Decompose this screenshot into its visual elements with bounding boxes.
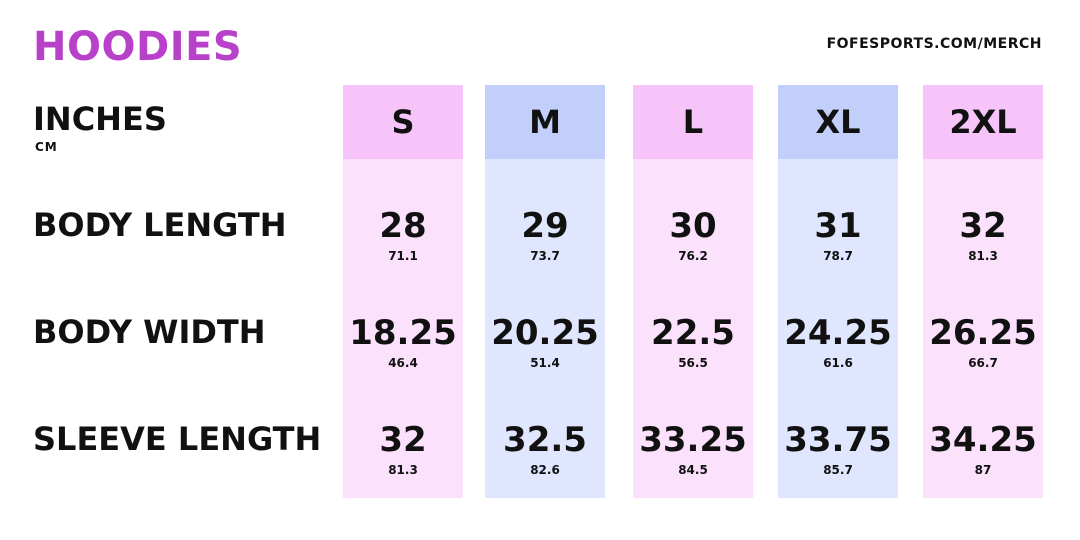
value-cm: 73.7 — [530, 249, 560, 263]
value-cm: 61.6 — [823, 356, 853, 370]
column-header: L — [633, 85, 753, 159]
value-inches: 32 — [379, 420, 427, 460]
value-inches: 31 — [814, 206, 862, 246]
value-cm: 84.5 — [678, 463, 708, 477]
column-header: S — [343, 85, 463, 159]
value-cm: 82.6 — [530, 463, 560, 477]
value-cm: 76.2 — [678, 249, 708, 263]
value-inches: 33.75 — [784, 420, 892, 460]
column-header: 2XL — [923, 85, 1043, 159]
column-body — [485, 159, 605, 498]
column-body — [923, 159, 1043, 498]
row-label: BODY LENGTH — [33, 206, 287, 244]
value-cm: 71.1 — [388, 249, 418, 263]
value-cm: 56.5 — [678, 356, 708, 370]
value-inches: 30 — [669, 206, 717, 246]
row-label: BODY WIDTH — [33, 313, 266, 351]
row-label: SLEEVE LENGTH — [33, 420, 322, 458]
value-cm: 66.7 — [968, 356, 998, 370]
value-inches: 28 — [379, 206, 427, 246]
column-body — [633, 159, 753, 498]
value-cm: 81.3 — [968, 249, 998, 263]
value-cm: 87 — [974, 463, 992, 477]
value-inches: 32 — [959, 206, 1007, 246]
title: HOODIES — [33, 24, 243, 70]
value-inches: 20.25 — [491, 313, 599, 353]
column-header: XL — [778, 85, 898, 159]
value-inches: 24.25 — [784, 313, 892, 353]
value-inches: 32.5 — [503, 420, 587, 460]
value-inches: 26.25 — [929, 313, 1037, 353]
value-cm: 81.3 — [388, 463, 418, 477]
value-cm: 46.4 — [388, 356, 418, 370]
column-body — [778, 159, 898, 498]
url: FOFESPORTS.COM/MERCH — [826, 36, 1042, 52]
value-cm: 51.4 — [530, 356, 560, 370]
value-inches: 22.5 — [651, 313, 735, 353]
column-header: M — [485, 85, 605, 159]
value-inches: 33.25 — [639, 420, 747, 460]
value-inches: 29 — [521, 206, 569, 246]
value-inches: 34.25 — [929, 420, 1037, 460]
unit-primary: INCHES — [33, 100, 167, 138]
value-inches: 18.25 — [349, 313, 457, 353]
value-cm: 85.7 — [823, 463, 853, 477]
unit-secondary: CM — [35, 140, 58, 154]
column-body — [343, 159, 463, 498]
value-cm: 78.7 — [823, 249, 853, 263]
